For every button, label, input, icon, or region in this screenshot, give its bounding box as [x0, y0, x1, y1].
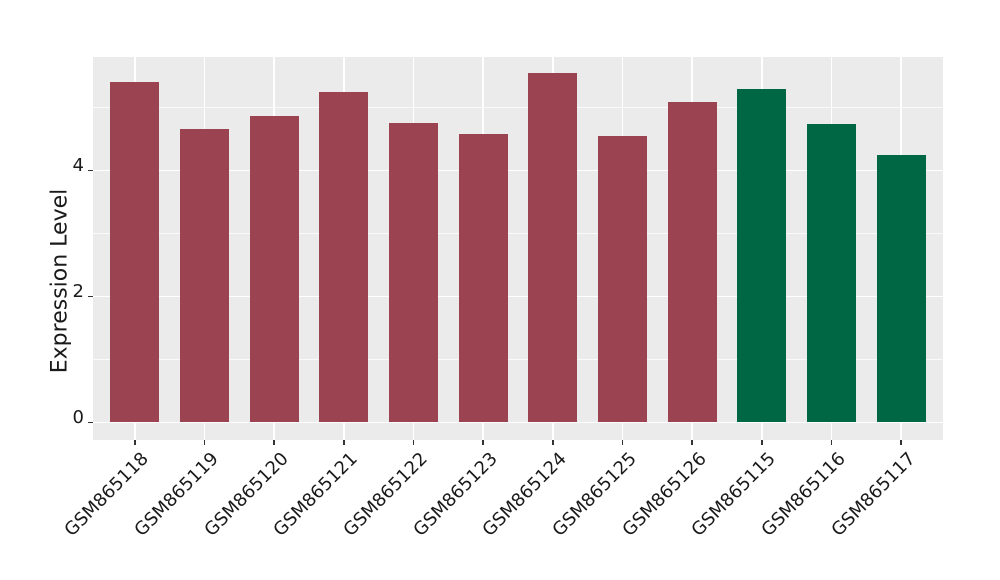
x-tick-mark — [203, 440, 206, 445]
bar-GSM865126 — [667, 101, 717, 423]
y-axis-title: Expression Level — [47, 188, 73, 373]
bar-GSM865125 — [598, 135, 647, 423]
x-tick-mark — [830, 440, 833, 445]
x-tick-mark — [134, 440, 136, 445]
y-tick-label: 4 — [72, 155, 84, 177]
x-tick-mark — [552, 440, 554, 445]
bar-GSM865116 — [807, 124, 856, 423]
bar-GSM865124 — [528, 73, 578, 423]
bar-GSM865117 — [876, 155, 926, 423]
y-minor-gridline — [93, 358, 943, 360]
x-tick-mark — [273, 440, 275, 445]
y-minor-gridline — [93, 232, 943, 234]
y-major-gridline — [93, 295, 943, 298]
x-tick-mark — [412, 440, 415, 445]
y-tick-label: 0 — [72, 407, 84, 429]
y-minor-gridline — [93, 106, 943, 108]
plot-panel — [93, 57, 943, 440]
y-tick-mark — [88, 169, 93, 172]
x-tick-mark — [343, 440, 345, 445]
bar-GSM865115 — [737, 89, 787, 423]
bar-GSM865120 — [249, 115, 299, 423]
y-tick-mark — [88, 421, 93, 424]
y-major-gridline — [93, 421, 943, 424]
x-tick-mark — [761, 440, 763, 445]
bar-GSM865119 — [180, 128, 229, 423]
y-major-gridline — [93, 169, 943, 172]
bar-GSM865121 — [319, 92, 369, 423]
bar-GSM865118 — [110, 81, 160, 423]
y-tick-label: 2 — [72, 281, 84, 303]
bar-GSM865122 — [389, 123, 438, 423]
x-tick-mark — [900, 440, 902, 445]
bar-GSM865123 — [458, 133, 508, 423]
x-tick-mark — [482, 440, 484, 445]
x-tick-mark — [691, 440, 693, 445]
x-tick-mark — [621, 440, 624, 445]
y-tick-mark — [88, 295, 93, 298]
